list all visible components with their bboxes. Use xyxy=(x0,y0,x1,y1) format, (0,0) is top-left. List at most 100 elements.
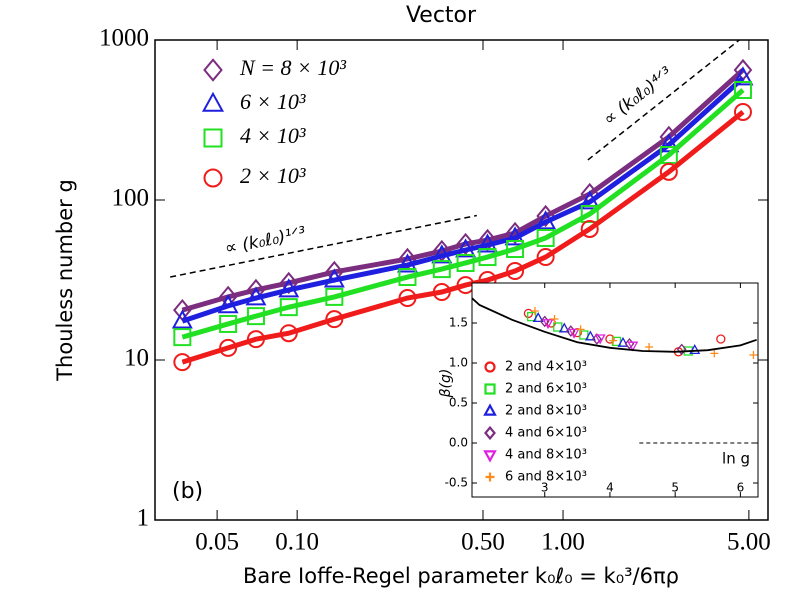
marker xyxy=(580,219,599,238)
marker xyxy=(478,248,497,267)
inset-x-tick-label: 6 xyxy=(737,481,745,495)
guide-line xyxy=(587,39,740,161)
marker xyxy=(477,233,499,253)
legend-marker xyxy=(484,425,496,441)
marker xyxy=(535,210,557,230)
legend-label: 6 × 10³ xyxy=(240,89,306,114)
marker xyxy=(532,312,544,323)
marker xyxy=(173,353,192,372)
legend-marker xyxy=(484,361,496,373)
marker xyxy=(732,66,754,86)
inset-x-tick-label: 3 xyxy=(541,481,549,495)
legend-marker xyxy=(485,472,495,482)
marker xyxy=(579,190,601,210)
marker xyxy=(523,308,534,319)
marker xyxy=(246,330,265,349)
y-axis-label: Thouless number g xyxy=(53,179,77,382)
marker xyxy=(171,309,193,329)
marker xyxy=(749,351,758,359)
legend-label: 4 × 10³ xyxy=(240,123,306,148)
x-tick-label: 0.10 xyxy=(275,529,319,556)
legend-label: 2 and 8×10³ xyxy=(505,404,587,419)
inset-y-label: β(g) xyxy=(438,369,454,399)
marker xyxy=(279,324,298,343)
marker xyxy=(536,204,555,228)
marker xyxy=(432,260,451,279)
marker xyxy=(716,334,726,344)
legend-marker xyxy=(203,58,223,82)
marker xyxy=(550,315,559,323)
marker xyxy=(592,333,602,345)
marker xyxy=(217,294,239,314)
legend-marker xyxy=(203,168,223,188)
marker xyxy=(645,343,654,351)
marker xyxy=(398,268,417,287)
marker xyxy=(246,307,265,326)
marker xyxy=(576,325,585,334)
legend-marker xyxy=(483,450,497,463)
x-tick-label: 5.00 xyxy=(727,529,771,556)
marker xyxy=(504,226,526,246)
legend-marker xyxy=(483,403,497,416)
marker xyxy=(456,253,475,272)
inset-y-tick-label: 0.0 xyxy=(449,436,468,450)
marker xyxy=(609,336,618,345)
marker xyxy=(542,319,554,330)
inset-frame xyxy=(471,282,759,498)
legend-label: 2 × 10³ xyxy=(240,163,306,188)
marker xyxy=(527,311,537,322)
legend-label: 2 and 6×10³ xyxy=(505,382,587,397)
marker xyxy=(323,268,345,288)
chart-title: Vector xyxy=(406,3,477,28)
x-tick-label: 1.00 xyxy=(541,529,585,556)
legend-label: N = 8 × 10³ xyxy=(239,55,346,80)
marker xyxy=(325,287,344,306)
inset-x-label: ln g xyxy=(722,450,750,468)
marker xyxy=(173,328,192,347)
marker xyxy=(579,330,589,340)
plot-frame xyxy=(154,39,769,521)
y-tick-label: 100 xyxy=(112,185,150,212)
marker xyxy=(676,343,687,356)
marker xyxy=(279,271,299,295)
marker xyxy=(219,338,238,357)
guide-label: ∝ (k₀ℓ₀)¹ᐟ³ xyxy=(223,223,308,259)
marker xyxy=(431,244,453,264)
inset-y-tick-label: 1.5 xyxy=(449,316,468,330)
marker xyxy=(219,314,238,333)
marker xyxy=(325,310,344,329)
legend-label: 4 and 8×10³ xyxy=(505,448,587,463)
legend-marker xyxy=(484,383,496,395)
x-tick-label: 0.05 xyxy=(195,529,239,556)
marker xyxy=(456,232,475,256)
x-tick-label: 0.50 xyxy=(461,529,505,556)
inset-x-tick-label: 5 xyxy=(671,481,679,495)
marker xyxy=(553,322,563,332)
inset-y-tick-label: -0.5 xyxy=(445,476,468,490)
marker xyxy=(398,289,417,308)
marker xyxy=(536,228,555,247)
marker xyxy=(605,334,615,344)
marker xyxy=(506,240,525,259)
panel-label: (b) xyxy=(172,479,203,504)
marker xyxy=(710,349,719,358)
marker xyxy=(659,162,678,181)
legend-marker xyxy=(203,128,223,148)
marker xyxy=(658,133,680,153)
marker xyxy=(506,261,525,280)
marker xyxy=(278,278,300,298)
marker xyxy=(733,80,752,99)
marker xyxy=(617,336,629,347)
marker xyxy=(733,102,752,121)
legend-label: 2 and 4×10³ xyxy=(505,360,587,375)
marker xyxy=(594,334,606,345)
marker xyxy=(627,341,639,352)
series-line xyxy=(181,68,745,313)
marker xyxy=(279,298,298,317)
y-tick-label: 10 xyxy=(124,345,149,372)
marker xyxy=(558,322,570,333)
x-axis-label: Bare Ioffe-Regel parameter k₀ℓ₀ = k₀³/6π… xyxy=(243,564,679,588)
marker xyxy=(505,221,525,245)
marker xyxy=(396,253,418,273)
